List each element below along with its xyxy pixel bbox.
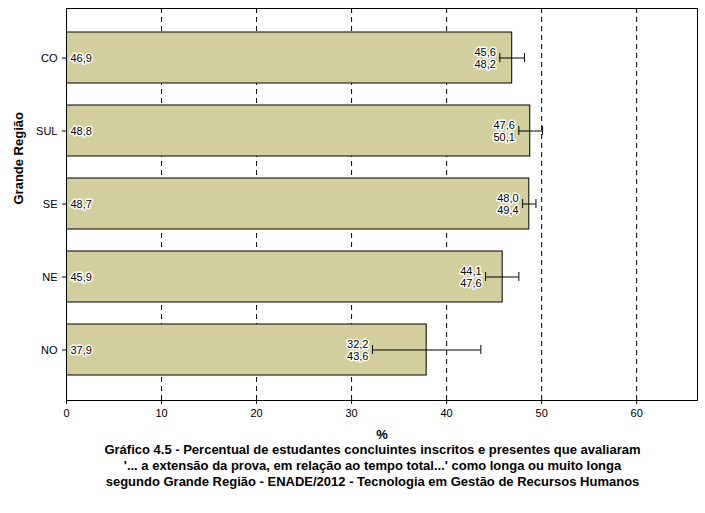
- svg-text:50: 50: [536, 407, 548, 419]
- svg-text:30: 30: [345, 407, 357, 419]
- svg-text:NE: NE: [42, 271, 57, 283]
- svg-text:NO: NO: [41, 344, 58, 356]
- svg-text:47,650,1: 47,650,1: [493, 119, 514, 143]
- svg-text:46,9: 46,9: [71, 52, 92, 64]
- svg-text:SUL: SUL: [36, 125, 57, 137]
- svg-text:Grande Região: Grande Região: [11, 112, 26, 205]
- svg-text:45,9: 45,9: [71, 271, 92, 283]
- svg-text:32,243,6: 32,243,6: [347, 338, 368, 362]
- svg-text:37,9: 37,9: [71, 344, 92, 356]
- svg-text:48,7: 48,7: [71, 198, 92, 210]
- svg-text:44,147,6: 44,147,6: [460, 265, 481, 289]
- svg-text:40: 40: [440, 407, 452, 419]
- html-text:Gráfico 4.5 - Percentual de es: Gráfico 4.5 - Percentual de estudantes c…: [104, 442, 641, 489]
- svg-text:45,648,2: 45,648,2: [474, 46, 495, 70]
- svg-text:CO: CO: [41, 52, 58, 64]
- svg-text:0: 0: [63, 407, 69, 419]
- svg-text:60: 60: [631, 407, 643, 419]
- svg-text:SE: SE: [43, 198, 58, 210]
- svg-text:20: 20: [250, 407, 262, 419]
- svg-text:10: 10: [155, 407, 167, 419]
- svg-text:48,049,4: 48,049,4: [497, 192, 518, 216]
- svg-text:48,8: 48,8: [71, 125, 92, 137]
- svg-text:%: %: [376, 427, 388, 441]
